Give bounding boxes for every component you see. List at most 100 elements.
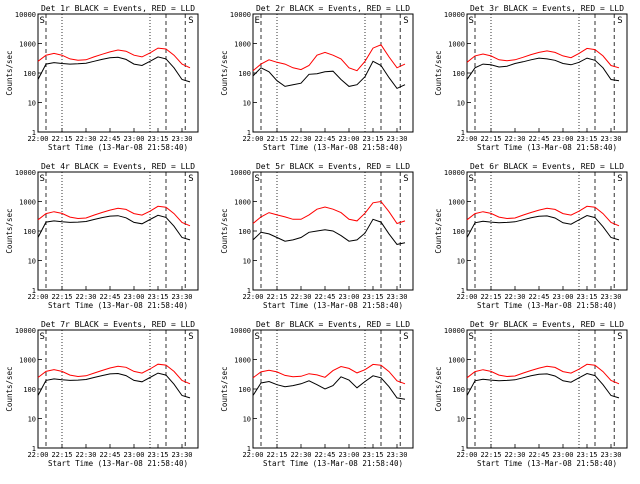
segment-marker: S: [403, 174, 408, 184]
panel-title: Det 6r BLACK = Events, RED = LLD: [470, 162, 624, 171]
x-tick-label: 22:15: [51, 451, 72, 459]
y-tick-label: 100: [23, 386, 36, 394]
y-tick-label: 1: [461, 129, 465, 137]
events-series-line: [466, 57, 620, 82]
segment-marker: S: [39, 332, 44, 342]
panel-1: Det 1r BLACK = Events, RED = LLD 1 10 100 10…: [5, 4, 199, 152]
y-tick-label: 100: [238, 228, 251, 236]
lld-series-line: [466, 47, 620, 69]
plot-frame: [466, 171, 628, 291]
x-axis-label: Start Time (13-Mar-08 21:58:40): [48, 459, 188, 468]
x-tick-label: 22:45: [528, 135, 549, 143]
y-tick-label: 1: [32, 445, 36, 453]
y-tick-label: 100: [452, 70, 465, 78]
x-tick-label: 22:15: [480, 135, 501, 143]
x-tick-label: 22:45: [314, 293, 335, 301]
y-axis-label: Counts/sec: [434, 366, 443, 411]
segment-marker: S: [468, 332, 473, 342]
y-tick-label: 1: [461, 445, 465, 453]
segment-marker: S: [468, 16, 473, 26]
y-tick-label: 100: [23, 70, 36, 78]
x-tick-label: 22:00: [27, 451, 48, 459]
x-tick-label: 22:00: [456, 451, 477, 459]
plot-frame: [37, 13, 199, 133]
x-tick-label: 23:30: [386, 135, 407, 143]
y-tick-label: 10000: [444, 11, 465, 19]
segment-marker: S: [188, 174, 193, 184]
events-series-line: [37, 372, 191, 399]
x-tick-label: 22:45: [99, 451, 120, 459]
x-tick-label: 22:30: [75, 293, 96, 301]
x-tick-label: 23:00: [338, 293, 359, 301]
panel-9: Det 9r BLACK = Events, RED = LLD 1 10 100 10…: [434, 320, 628, 468]
x-axis-label: Start Time (13-Mar-08 21:58:40): [477, 301, 617, 310]
y-tick-label: 10: [28, 258, 36, 266]
y-tick-label: 10000: [230, 169, 251, 177]
x-tick-label: 22:00: [242, 451, 263, 459]
x-tick-label: 23:30: [386, 451, 407, 459]
y-axis-label: Counts/sec: [434, 208, 443, 253]
lld-series-line: [252, 200, 406, 225]
y-tick-label: 1000: [234, 199, 251, 207]
lld-series-line: [37, 47, 191, 69]
y-tick-label: 10: [457, 100, 465, 108]
panel-title: Det 1r BLACK = Events, RED = LLD: [41, 4, 195, 13]
x-tick-label: 23:00: [123, 293, 144, 301]
y-tick-label: 1000: [448, 357, 465, 365]
y-axis-label: Counts/sec: [220, 366, 229, 411]
y-tick-label: 10: [243, 416, 251, 424]
x-tick-label: 22:30: [504, 293, 525, 301]
y-tick-label: 1: [32, 129, 36, 137]
y-tick-label: 1: [247, 287, 251, 295]
panel-title: Det 2r BLACK = Events, RED = LLD: [256, 4, 410, 13]
y-axis-label: Counts/sec: [434, 50, 443, 95]
panel-7: Det 7r BLACK = Events, RED = LLD 1 10 100 10…: [5, 320, 199, 468]
segment-marker: S: [254, 174, 259, 184]
lld-series-line: [252, 363, 406, 385]
segment-marker: E: [254, 16, 259, 26]
y-tick-label: 1000: [234, 357, 251, 365]
panel-title: Det 9r BLACK = Events, RED = LLD: [470, 320, 624, 329]
y-tick-label: 10000: [15, 169, 36, 177]
x-tick-label: 23:15: [362, 135, 383, 143]
x-tick-label: 22:45: [314, 135, 335, 143]
x-tick-label: 22:30: [504, 451, 525, 459]
x-tick-label: 23:15: [576, 451, 597, 459]
panel-5: Det 5r BLACK = Events, RED = LLD 1 10 100 10…: [220, 162, 414, 310]
panel-title: Det 5r BLACK = Events, RED = LLD: [256, 162, 410, 171]
y-tick-label: 10000: [15, 327, 36, 335]
lld-series-line: [37, 205, 191, 227]
y-tick-label: 10000: [230, 11, 251, 19]
y-tick-label: 1: [247, 445, 251, 453]
segment-marker: S: [39, 174, 44, 184]
y-tick-label: 1000: [448, 41, 465, 49]
plot-frame: [466, 329, 628, 449]
y-tick-label: 1: [32, 287, 36, 295]
x-tick-label: 23:00: [552, 293, 573, 301]
x-tick-label: 22:30: [75, 135, 96, 143]
y-tick-label: 1: [461, 287, 465, 295]
y-tick-label: 10: [243, 258, 251, 266]
segment-marker: S: [39, 16, 44, 26]
x-tick-label: 23:30: [171, 451, 192, 459]
y-tick-label: 100: [452, 386, 465, 394]
segment-marker: S: [468, 174, 473, 184]
x-tick-label: 23:00: [338, 135, 359, 143]
events-series-line: [37, 214, 191, 241]
x-tick-label: 22:00: [456, 135, 477, 143]
y-axis-label: Counts/sec: [220, 50, 229, 95]
y-tick-label: 10000: [444, 169, 465, 177]
x-tick-label: 22:00: [27, 293, 48, 301]
panel-8: Det 8r BLACK = Events, RED = LLD 1 10 100 10…: [220, 320, 414, 468]
y-tick-label: 1000: [234, 41, 251, 49]
panel-title: Det 7r BLACK = Events, RED = LLD: [41, 320, 195, 329]
events-series-line: [252, 218, 406, 245]
panel-title: Det 8r BLACK = Events, RED = LLD: [256, 320, 410, 329]
x-tick-label: 22:45: [99, 135, 120, 143]
x-tick-label: 22:15: [51, 293, 72, 301]
x-tick-label: 22:00: [27, 135, 48, 143]
x-axis-label: Start Time (13-Mar-08 21:58:40): [477, 459, 617, 468]
y-tick-label: 100: [238, 70, 251, 78]
x-tick-label: 23:30: [171, 135, 192, 143]
